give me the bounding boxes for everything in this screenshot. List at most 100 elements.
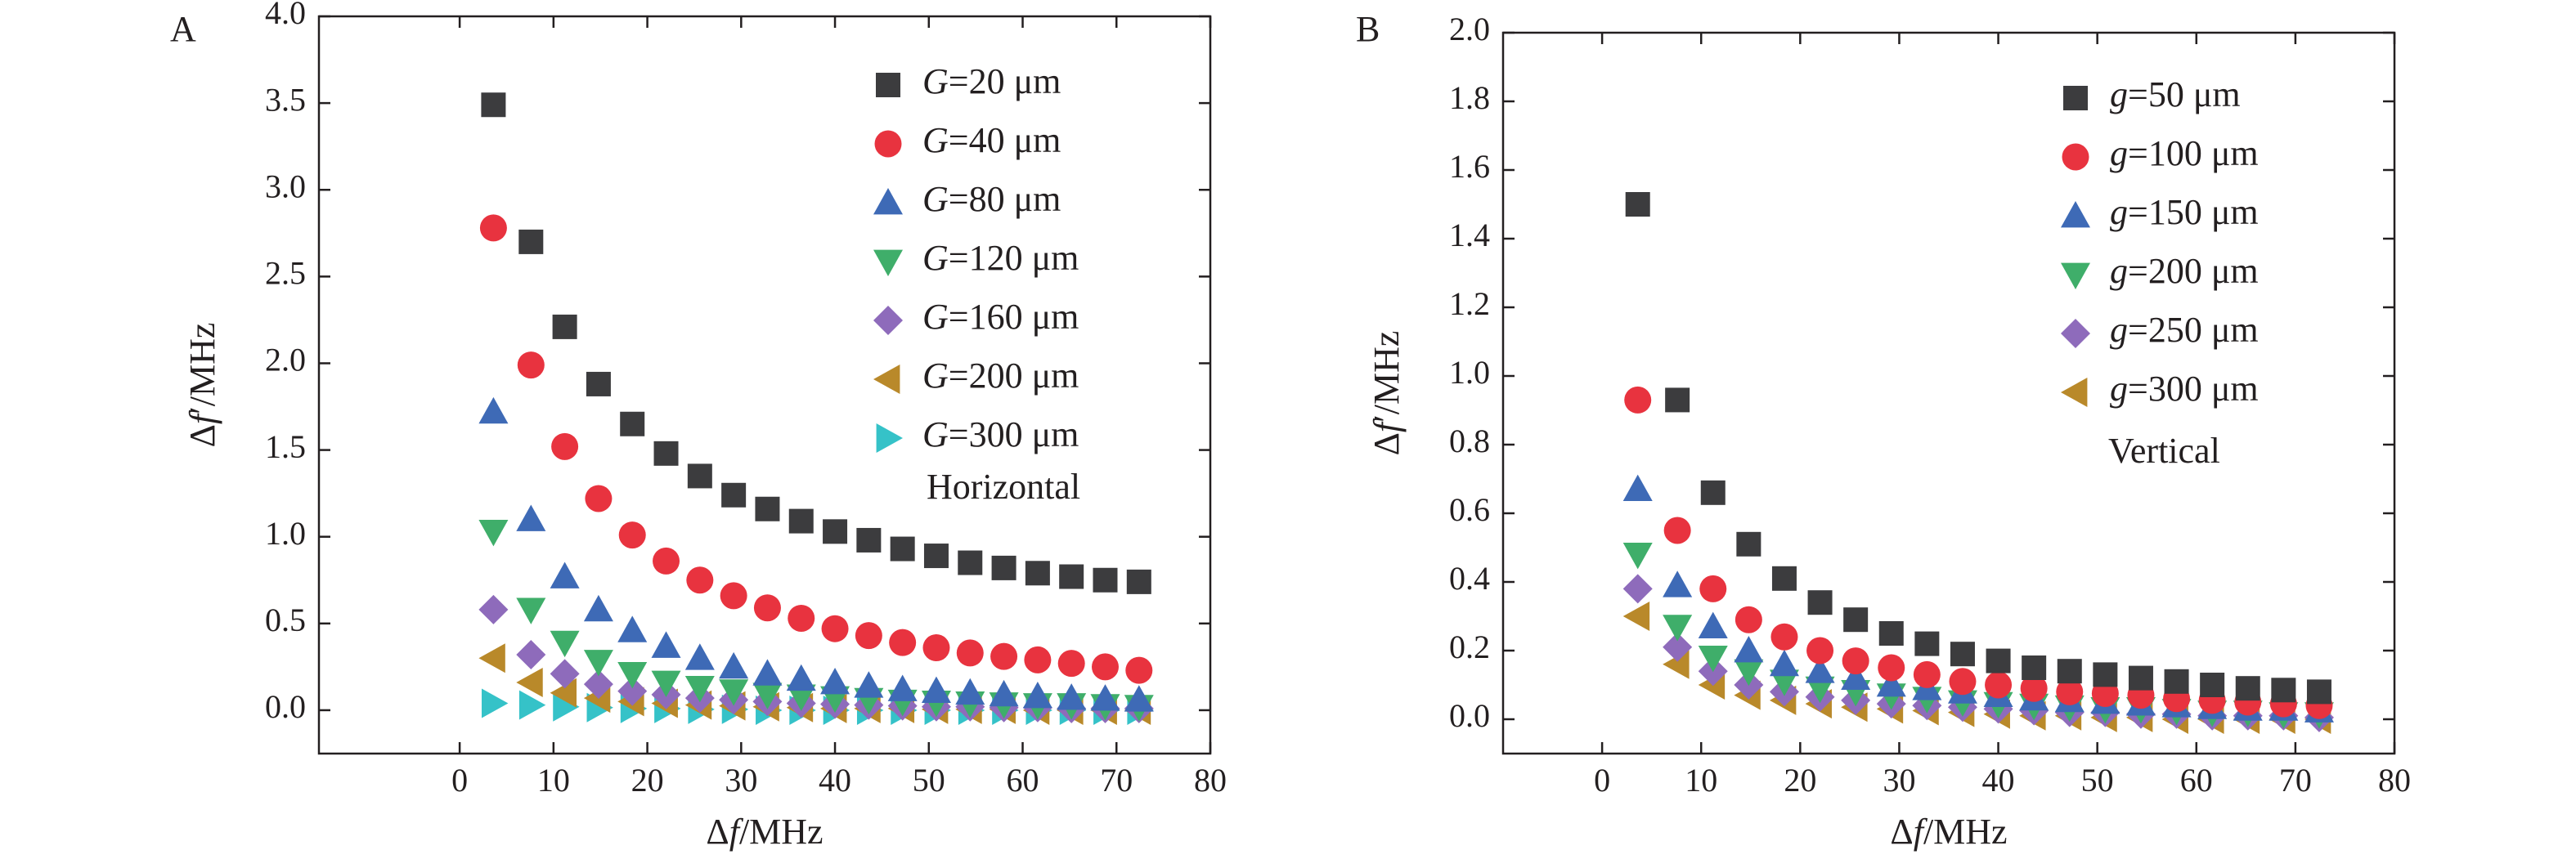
- plot-frame: [317, 15, 1212, 755]
- data-point: [620, 411, 645, 436]
- data-point: [1699, 575, 1727, 602]
- data-point: [823, 519, 848, 544]
- series-G120: [478, 519, 1154, 722]
- legend-value: =200 μm: [2128, 251, 2259, 291]
- data-point: [890, 536, 915, 562]
- data-point: [786, 664, 816, 691]
- data-point: [1625, 192, 1650, 217]
- legend-variable: G: [922, 356, 949, 396]
- legend-value: =50 μm: [2128, 74, 2241, 114]
- data-point: [821, 615, 849, 642]
- data-point: [1024, 646, 1052, 673]
- data-point: [653, 547, 680, 575]
- x-tick-label: 70: [2279, 762, 2312, 799]
- data-point: [955, 678, 985, 705]
- data-point: [553, 691, 580, 722]
- y-tick-label: 0.8: [1449, 423, 1490, 459]
- legend-variable: G: [922, 61, 949, 101]
- y-axis-title-part: ′/MHz: [182, 323, 222, 414]
- x-tick-label: 10: [1685, 762, 1717, 799]
- y-tick-label: 0.0: [265, 688, 306, 725]
- x-axis-title-part: Δ: [706, 812, 729, 852]
- y-tick-label: 4.0: [265, 0, 306, 31]
- data-point: [552, 314, 577, 339]
- data-point: [1949, 668, 1977, 696]
- data-point: [479, 214, 507, 242]
- data-point: [516, 640, 546, 670]
- legend-variable: G: [922, 179, 949, 219]
- data-point: [1057, 683, 1087, 710]
- data-point: [1059, 564, 1084, 589]
- legend-entry: g=200 μm: [2110, 251, 2259, 291]
- data-point: [1769, 649, 1799, 677]
- legend-value: =120 μm: [949, 238, 1079, 278]
- data-point: [687, 463, 712, 489]
- data-point: [1622, 474, 1653, 501]
- series-G300: [482, 688, 1154, 725]
- data-point: [1663, 517, 1691, 544]
- data-point: [786, 684, 816, 711]
- legend-value: =160 μm: [949, 297, 1079, 337]
- y-axis-title: Δf′/MHz: [1367, 331, 1407, 456]
- x-axis-title: Δf/MHz: [706, 812, 823, 852]
- data-point: [617, 661, 648, 689]
- data-point: [752, 659, 783, 686]
- x-tick-label: 10: [537, 762, 570, 799]
- y-axis-title-part: Δ: [1367, 432, 1407, 455]
- y-tick-label: 2.0: [265, 342, 306, 378]
- data-point: [1914, 631, 1940, 656]
- data-point: [2020, 674, 2048, 702]
- data-point: [820, 667, 850, 695]
- data-point: [516, 667, 543, 697]
- legend-entry: G=120 μm: [922, 238, 1079, 278]
- data-point: [1022, 681, 1052, 709]
- data-point: [2022, 655, 2047, 680]
- data-point: [617, 676, 648, 706]
- data-point: [686, 566, 714, 594]
- legend-value: =40 μm: [949, 120, 1061, 160]
- data-point: [653, 441, 679, 466]
- series-g50: [1625, 192, 2331, 705]
- series-g250: [1622, 574, 2334, 732]
- data-point: [651, 631, 681, 658]
- data-point: [1735, 606, 1762, 633]
- y-axis-title: Δf′/MHz: [182, 323, 222, 448]
- data-point: [550, 659, 580, 689]
- data-point: [2057, 659, 2082, 684]
- data-point: [2056, 678, 2084, 705]
- data-point: [1842, 647, 1869, 675]
- y-axis-title-part: Δ: [182, 424, 222, 447]
- data-point: [1878, 654, 1905, 682]
- data-point: [721, 482, 747, 508]
- series-G20: [481, 92, 1151, 594]
- panel-label: A: [170, 9, 196, 49]
- legend-value: =100 μm: [2128, 133, 2259, 173]
- data-point: [550, 678, 577, 708]
- data-point: [1698, 646, 1728, 673]
- legend-value: =150 μm: [2128, 192, 2259, 232]
- data-point: [2200, 673, 2225, 697]
- data-point: [1663, 615, 1693, 642]
- x-tick-label: 20: [631, 762, 664, 799]
- x-tick-label: 40: [1982, 762, 2015, 799]
- data-point: [2128, 665, 2153, 691]
- x-tick-label: 20: [1784, 762, 1816, 799]
- data-point: [1734, 636, 1764, 663]
- legend-value: =80 μm: [949, 179, 1061, 219]
- legend-value: =200 μm: [949, 356, 1079, 396]
- legend-marker: [2061, 319, 2090, 348]
- x-axis-title: Δf/MHz: [1890, 812, 2007, 852]
- y-tick-label: 3.0: [265, 168, 306, 204]
- x-tick-label: 50: [2081, 762, 2114, 799]
- legend-variable: g: [2110, 74, 2128, 114]
- x-tick-label: 50: [913, 762, 945, 799]
- legend-entry: g=250 μm: [2110, 310, 2259, 350]
- legend-variable: g: [2110, 310, 2128, 350]
- data-point: [1124, 685, 1154, 712]
- y-tick-label: 1.6: [1449, 148, 1490, 185]
- data-point: [478, 396, 509, 424]
- data-point: [550, 630, 580, 658]
- data-point: [684, 675, 715, 703]
- data-point: [551, 432, 579, 460]
- data-point: [1878, 621, 1904, 646]
